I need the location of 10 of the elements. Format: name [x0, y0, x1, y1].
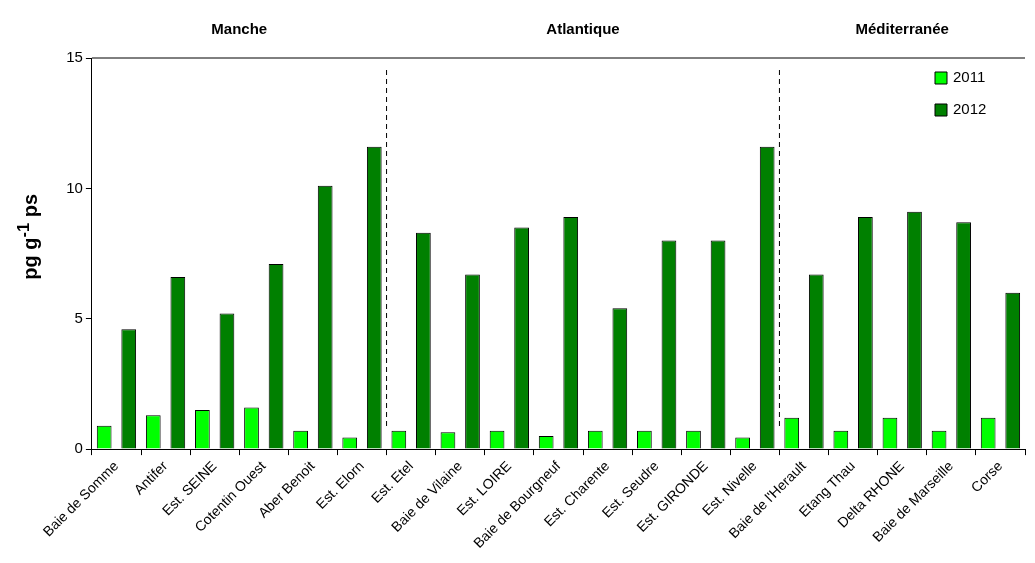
- y-tick-label: 0: [74, 439, 83, 457]
- y-tick-label: 5: [74, 308, 83, 326]
- text: Manche: [211, 20, 268, 38]
- y-tick-label: 15: [66, 48, 83, 66]
- legend-label: 2011: [953, 68, 986, 86]
- y-tick-label: 10: [66, 178, 83, 196]
- text: Méditerranée: [855, 20, 949, 38]
- x-tick-label: Est. Etel: [367, 457, 416, 506]
- legend-label: 2012: [953, 100, 987, 118]
- text: Atlantique: [546, 20, 620, 38]
